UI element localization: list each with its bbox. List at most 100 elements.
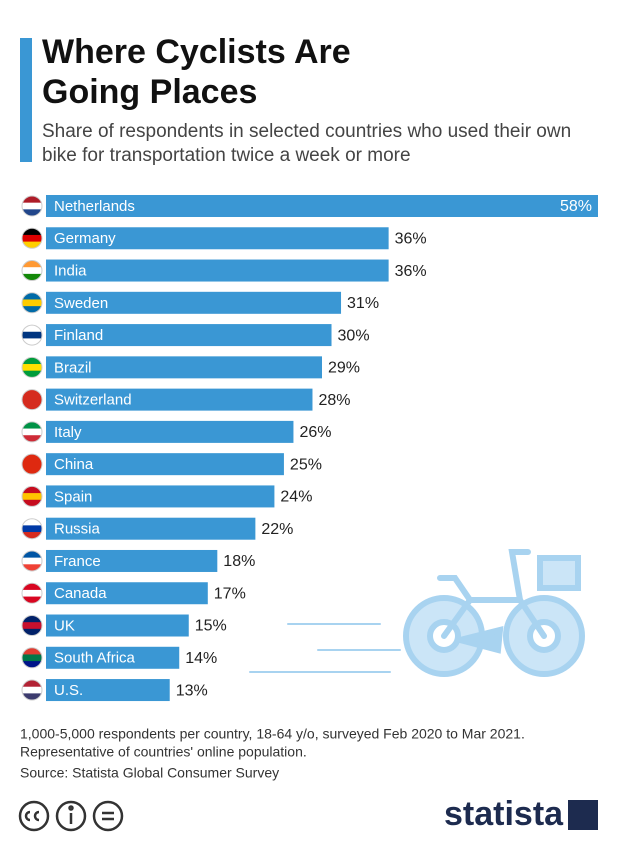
- flag-stripe: [22, 357, 42, 365]
- flag-stripe: [22, 628, 42, 636]
- value-label: 24%: [280, 489, 312, 506]
- accent-bar: [20, 38, 32, 162]
- flag: [22, 228, 42, 249]
- category-label: China: [54, 456, 94, 473]
- bar: [46, 453, 284, 476]
- category-label: Sweden: [54, 295, 108, 312]
- chart-subtitle: Share of respondents in selected countri…: [42, 121, 572, 166]
- flag-stripe: [22, 499, 42, 507]
- flag-stripe: [22, 493, 42, 501]
- flag-stripe: [22, 486, 42, 494]
- flag-outline: [21, 324, 43, 346]
- flag: [22, 260, 42, 281]
- flag: [22, 357, 42, 378]
- value-label: 13%: [176, 682, 208, 699]
- flag: [22, 486, 42, 507]
- category-label: Spain: [54, 488, 92, 505]
- flag: [22, 518, 42, 539]
- flag-outline: [21, 389, 43, 411]
- logo-mark: [568, 800, 598, 830]
- bar: [46, 324, 332, 347]
- value-label: 28%: [318, 392, 350, 409]
- flag-stripe: [22, 267, 42, 275]
- category-label: India: [54, 263, 87, 280]
- flag-stripe: [22, 325, 42, 333]
- flag-stripe: [22, 273, 42, 281]
- flag-outline: [21, 195, 43, 217]
- category-label: Russia: [54, 521, 101, 538]
- value-label: 36%: [395, 230, 427, 247]
- source: Source: Statista Global Consumer Survey: [20, 765, 279, 781]
- license-icons: [18, 800, 124, 832]
- flag: [22, 615, 42, 636]
- category-label: Brazil: [54, 359, 92, 376]
- flag-outline: [21, 615, 43, 637]
- flag-stripe: [22, 564, 42, 571]
- bar: [46, 388, 313, 411]
- flag-stripe: [22, 615, 42, 623]
- flag-outline: [21, 518, 43, 540]
- flag-stripe: [22, 693, 42, 701]
- flag-stripe: [22, 596, 42, 604]
- flag-stripe: [22, 421, 42, 430]
- value-label: 26%: [299, 424, 331, 441]
- flag-outline: [21, 260, 43, 282]
- note: Representative of countries' online popu…: [20, 744, 307, 760]
- flag: [22, 196, 42, 216]
- flag-stripe: [22, 557, 42, 565]
- value-label: 29%: [328, 360, 360, 377]
- bar: [46, 356, 322, 379]
- flag-outline: [21, 292, 43, 314]
- bar: [46, 582, 208, 605]
- category-label: France: [54, 553, 101, 570]
- flag: [22, 583, 42, 604]
- bar: [46, 485, 275, 508]
- category-label: Canada: [54, 585, 107, 602]
- flag: [22, 454, 42, 475]
- flag-stripe: [22, 241, 42, 249]
- flag-stripe: [22, 306, 42, 313]
- flag-stripe: [22, 338, 42, 346]
- flag-outline: [21, 647, 43, 669]
- flag-outline: [21, 679, 43, 701]
- flag: [22, 680, 42, 701]
- flag-stripe: [22, 364, 42, 372]
- value-label: 58%: [560, 198, 592, 215]
- flag-outline: [21, 227, 43, 249]
- category-label: Netherlands: [54, 198, 135, 215]
- bar: [46, 195, 598, 217]
- value-label: 15%: [195, 618, 227, 635]
- flag-stripe: [22, 661, 42, 668]
- flag-stripe: [22, 583, 42, 591]
- category-label: Switzerland: [54, 392, 132, 409]
- value-label: 22%: [261, 521, 293, 538]
- flag-stripe: [22, 686, 42, 694]
- value-label: 25%: [290, 456, 322, 473]
- flag-stripe: [22, 435, 42, 442]
- flag-outline: [21, 485, 43, 507]
- flag: [22, 550, 42, 571]
- flag-stripe: [22, 525, 42, 533]
- flag: [22, 325, 42, 346]
- flag: [22, 292, 42, 313]
- value-label: 36%: [395, 263, 427, 280]
- value-label: 17%: [214, 585, 246, 602]
- flag-stripe: [22, 202, 42, 210]
- flag: [22, 389, 42, 410]
- flag-stripe: [22, 196, 42, 204]
- flag-outline: [21, 582, 43, 604]
- value-label: 30%: [338, 327, 370, 344]
- bar: [46, 227, 389, 250]
- flag-stripe: [22, 299, 42, 307]
- flag-stripe: [22, 454, 42, 475]
- category-label: Finland: [54, 327, 103, 344]
- bar: [46, 420, 294, 443]
- flag: [22, 647, 42, 668]
- note: 1,000-5,000 respondents per country, 18-…: [20, 726, 525, 742]
- bar: [46, 679, 170, 702]
- flag-stripe: [22, 518, 42, 526]
- bicycle-illustration: [249, 549, 585, 677]
- category-label: South Africa: [54, 650, 136, 667]
